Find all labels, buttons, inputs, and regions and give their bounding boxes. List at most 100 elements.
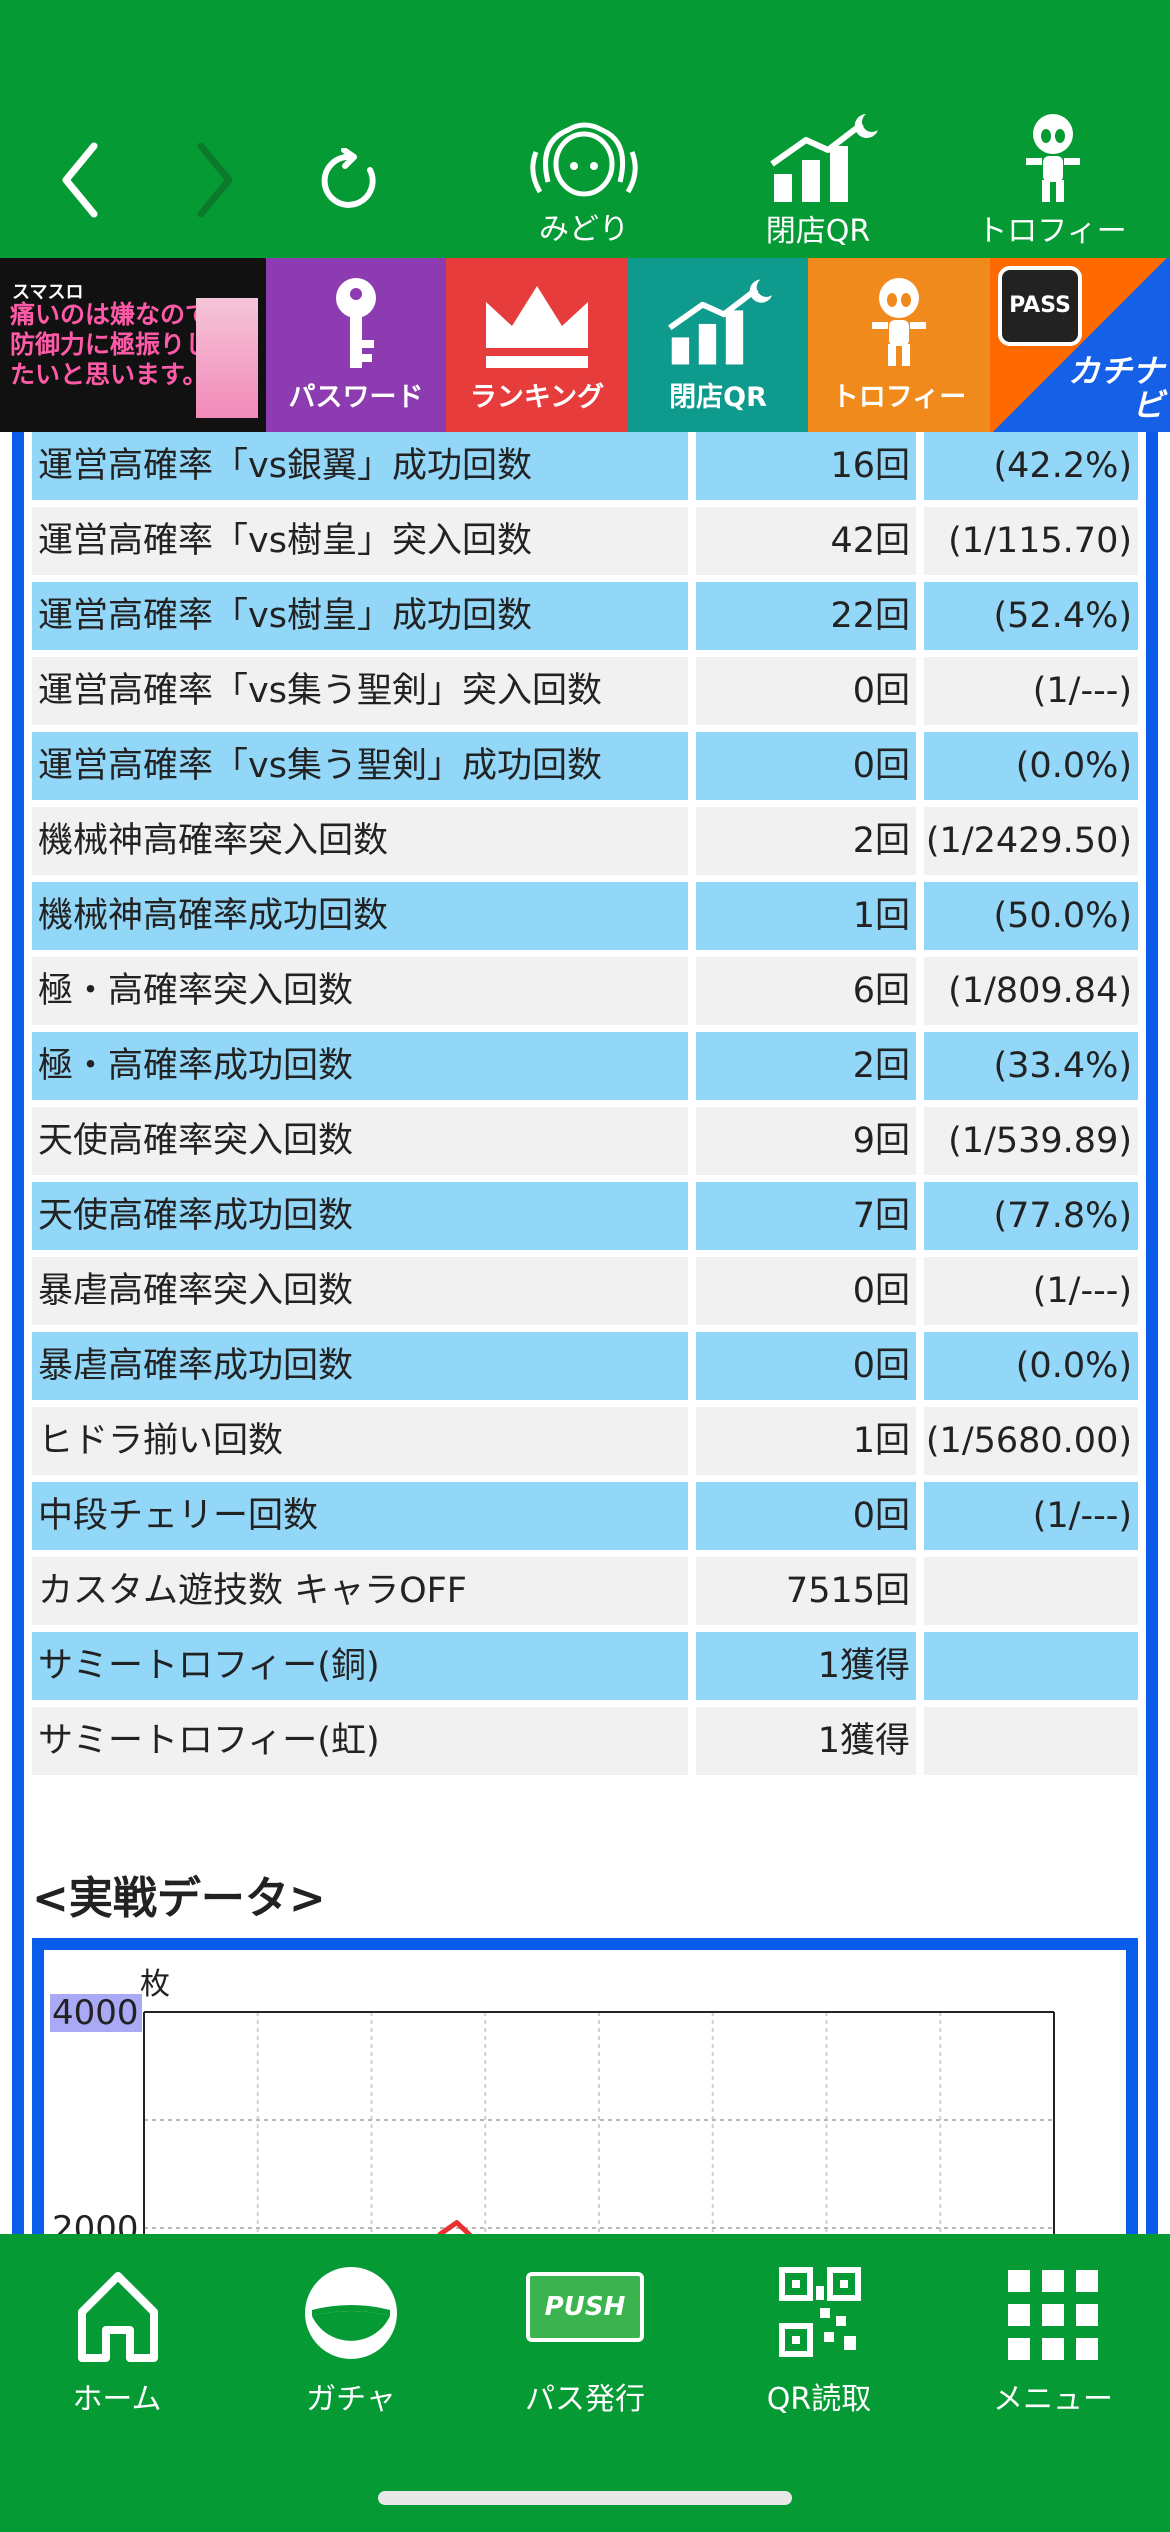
stat-count: 0回 (696, 1482, 916, 1550)
bottom-nav-home-label: ホーム (72, 2382, 162, 2417)
stat-rate: (1/115.70) (924, 507, 1138, 575)
game-logo-banner[interactable]: スマスロ 痛いのは嫌なので防御力に極振りしたいと思います。 (0, 258, 266, 432)
stat-rate: (77.8%) (924, 1182, 1138, 1250)
stat-label: 中段チェリー回数 (32, 1482, 688, 1550)
stat-label: ヒドラ揃い回数 (32, 1407, 688, 1475)
stat-count: 1回 (696, 1407, 916, 1475)
stat-count: 0回 (696, 1257, 916, 1325)
bottom-nav-gacha-label: ガチャ (306, 2382, 396, 2417)
stat-label: 運営高確率「vs樹皇」成功回数 (32, 582, 688, 650)
stat-count: 2回 (696, 1032, 916, 1100)
table-row: カスタム遊技数 キャラOFF 7515回 (32, 1557, 1138, 1625)
push-badge-text: PUSH (544, 2292, 626, 2322)
content-area[interactable]: 運営高確率「vs銀翼」成功回数 16回 (42.2%) 運営高確率「vs樹皇」突入回数… (0, 432, 1170, 2234)
ranking-label: ランキング (469, 382, 605, 413)
results-chart: 4000 2000 枚 (32, 1938, 1138, 2234)
stat-rate: (1/---) (924, 657, 1138, 725)
bottom-nav-pass[interactable]: PUSH パス発行 (468, 2258, 702, 2418)
stat-label: 天使高確率成功回数 (32, 1182, 688, 1250)
table-row: 運営高確率「vs樹皇」成功回数 22回 (52.4%) (32, 582, 1138, 650)
stat-label: 天使高確率突入回数 (32, 1107, 688, 1175)
stat-label: 暴虐高確率突入回数 (32, 1257, 688, 1325)
closing-qr-label: 閉店QR (669, 382, 767, 413)
stat-rate: (50.0%) (924, 882, 1138, 950)
stat-rate: (1/---) (924, 1257, 1138, 1325)
stat-count: 0回 (696, 732, 916, 800)
stat-label: 機械神高確率成功回数 (32, 882, 688, 950)
bottom-nav-pass-label: パス発行 (525, 2382, 645, 2417)
stat-rate: (1/2429.50) (924, 807, 1138, 875)
bottom-nav-menu[interactable]: メニュー (936, 2258, 1170, 2418)
table-row: 運営高確率「vs集う聖剣」突入回数 0回 (1/---) (32, 657, 1138, 725)
chart-ytick-label: 4000 (52, 1993, 139, 2033)
stat-label: 極・高確率成功回数 (32, 1032, 688, 1100)
game-logo-main-text: 痛いのは嫌なので防御力に極振りしたいと思います。 (10, 300, 211, 389)
stat-label: カスタム遊技数 キャラOFF (32, 1557, 688, 1625)
ranking-tile[interactable]: ランキング (446, 258, 628, 432)
trophy-tile[interactable]: トロフィー (808, 258, 990, 432)
stat-rate: (0.0%) (924, 732, 1138, 800)
key-icon (336, 278, 376, 368)
stat-count: 7回 (696, 1182, 916, 1250)
stat-label: 暴虐高確率成功回数 (32, 1332, 688, 1400)
stat-label: 極・高確率突入回数 (32, 957, 688, 1025)
chart-series-line (437, 2220, 473, 2234)
stat-label: 運営高確率「vs樹皇」突入回数 (32, 507, 688, 575)
bottom-nav-qr-label: QR読取 (766, 2382, 872, 2417)
midori-character-icon (530, 122, 638, 197)
chart-ytick-label: 2000 (52, 2209, 139, 2234)
stat-count: 7515回 (696, 1557, 916, 1625)
qr-code-icon (779, 2267, 861, 2357)
stat-rate: (33.4%) (924, 1032, 1138, 1100)
bottom-nav-bar: ホーム ガチャ PUSH パス発行 QR読取 (0, 2234, 1170, 2532)
table-row: 極・高確率成功回数 2回 (33.4%) (32, 1032, 1138, 1100)
stat-label: サミートロフィー(虹) (32, 1707, 688, 1775)
alien-trophy-icon (872, 278, 926, 366)
bottom-nav-qr[interactable]: QR読取 (702, 2258, 936, 2418)
table-row: 天使高確率成功回数 7回 (77.8%) (32, 1182, 1138, 1250)
table-row: 極・高確率突入回数 6回 (1/809.84) (32, 957, 1138, 1025)
closing-qr-tile[interactable]: 閉店QR (628, 258, 808, 432)
stat-label: 運営高確率「vs銀翼」成功回数 (32, 432, 688, 500)
bottom-nav-menu-label: メニュー (993, 2382, 1113, 2417)
stat-count: 0回 (696, 657, 916, 725)
pass-badge: PASS (998, 266, 1082, 346)
reload-icon[interactable] (318, 148, 384, 214)
gacha-capsule-icon (305, 2267, 397, 2359)
stat-label: 運営高確率「vs集う聖剣」成功回数 (32, 732, 688, 800)
chart-point (438, 2232, 442, 2234)
content-frame (12, 432, 1158, 2234)
alien-trophy-icon (1026, 114, 1080, 202)
trophy-label: トロフィー (831, 382, 967, 413)
table-row: 運営高確率「vs銀翼」成功回数 16回 (42.2%) (32, 432, 1138, 500)
stat-count: 1獲得 (696, 1707, 916, 1775)
stat-rate (924, 1557, 1138, 1625)
forward-arrow-icon[interactable] (195, 140, 235, 220)
table-row: 機械神高確率成功回数 1回 (50.0%) (32, 882, 1138, 950)
table-row: 暴虐高確率成功回数 0回 (0.0%) (32, 1332, 1138, 1400)
stat-rate: (52.4%) (924, 582, 1138, 650)
chart-svg: 4000 2000 枚 (50, 1967, 1055, 2234)
back-arrow-icon[interactable] (60, 140, 100, 220)
kachinavi-tile[interactable]: PASS カチナビ (990, 258, 1170, 432)
banner-menu: スマスロ 痛いのは嫌なので防御力に極振りしたいと思います。 パスワード ランキン… (0, 258, 1170, 432)
stat-count: 1回 (696, 882, 916, 950)
chart-point (455, 2221, 459, 2225)
password-tile[interactable]: パスワード (266, 258, 446, 432)
bottom-nav-gacha[interactable]: ガチャ (234, 2258, 468, 2418)
stat-rate: (42.2%) (924, 432, 1138, 500)
stat-count: 42回 (696, 507, 916, 575)
stat-count: 9回 (696, 1107, 916, 1175)
home-indicator[interactable] (378, 2491, 792, 2505)
bottom-nav-home[interactable]: ホーム (0, 2258, 234, 2418)
kachinavi-label: カチナビ (1067, 352, 1164, 424)
nav-label-closing-qr: 閉店QR (765, 214, 871, 249)
table-row: 運営高確率「vs集う聖剣」成功回数 0回 (0.0%) (32, 732, 1138, 800)
table-row: サミートロフィー(銅) 1獲得 (32, 1632, 1138, 1700)
bar-chart-up-icon (770, 114, 878, 202)
stat-rate: (1/5680.00) (924, 1407, 1138, 1475)
chart-ylabel: 枚 (140, 1967, 170, 2002)
stat-label: サミートロフィー(銅) (32, 1632, 688, 1700)
home-icon (78, 2272, 158, 2362)
table-row: サミートロフィー(虹) 1獲得 (32, 1707, 1138, 1775)
